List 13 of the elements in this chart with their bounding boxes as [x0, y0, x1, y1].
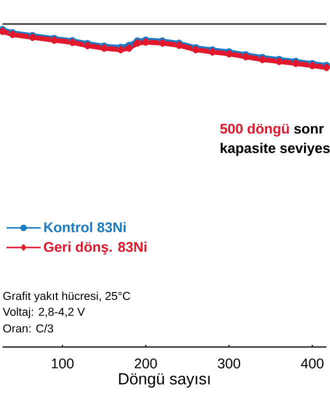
legend-label: Geri dönş. 83Ni [44, 242, 146, 255]
x-axis-title: Döngü sayısı [118, 373, 210, 388]
annotation: sonr [294, 126, 324, 134]
annotation: kapasite seviyes [220, 142, 330, 156]
annotation: Grafit yakıt hücresi, 25°C [3, 292, 130, 302]
x-tick-label: 300 [218, 358, 240, 368]
legend-label: Kontrol 83Ni [44, 222, 126, 232]
annotation: Oran: C/3 [3, 324, 53, 332]
x-tick-label: 200 [134, 358, 157, 368]
x-tick-label: 100 [52, 358, 74, 368]
annotation: 500 döngü [220, 123, 289, 136]
annotation: Voltaj: 2,8-4,2 V [2, 307, 85, 318]
x-tick-label: 400 [300, 358, 324, 368]
